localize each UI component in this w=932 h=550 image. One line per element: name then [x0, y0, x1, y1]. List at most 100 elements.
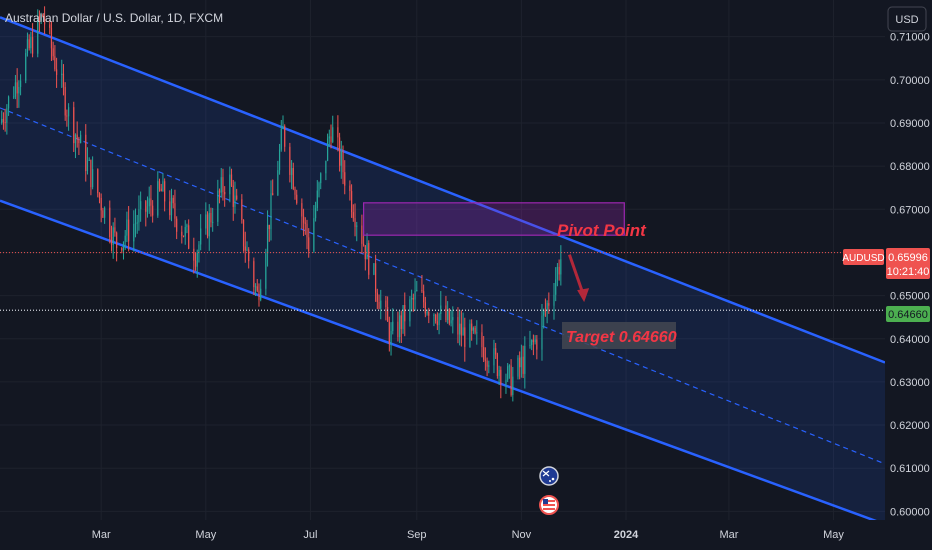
- candle-body: [313, 218, 315, 252]
- candlestick-series[interactable]: [1, 6, 562, 402]
- candle-body: [133, 223, 135, 242]
- price-tick-label: 0.61000: [890, 463, 930, 475]
- candle-body: [560, 259, 562, 275]
- candle-body: [212, 221, 214, 223]
- candle-body: [68, 107, 70, 117]
- candle-body: [495, 348, 497, 355]
- time-axis-ticks: Mar May Jul Sep Nov 2024 Mar May: [92, 529, 845, 541]
- candle-body: [184, 227, 186, 237]
- candle-body: [344, 172, 346, 186]
- candle-body: [174, 203, 176, 219]
- candle-body: [74, 134, 77, 144]
- candle-body: [352, 212, 354, 219]
- candle-body: [445, 305, 447, 321]
- candle-body: [280, 128, 282, 150]
- candle-body: [423, 291, 425, 303]
- candle-body: [218, 190, 221, 193]
- candle-body: [210, 212, 212, 223]
- candle-body: [196, 253, 198, 267]
- candle-body: [172, 197, 174, 204]
- candle-body: [414, 290, 416, 300]
- candle-body: [30, 37, 32, 49]
- candle-body: [244, 246, 246, 251]
- candle-body: [409, 299, 411, 322]
- candle-body: [272, 193, 274, 196]
- candle-body: [200, 228, 202, 245]
- candle-body: [248, 249, 250, 262]
- candle-body: [134, 223, 137, 225]
- candle-body: [124, 235, 126, 242]
- candle-body: [387, 307, 389, 322]
- candle-body: [402, 305, 404, 330]
- candle-body: [349, 185, 351, 192]
- candle-body: [375, 263, 377, 293]
- target-annotation[interactable]: Target 0.64660: [562, 322, 677, 349]
- candle-body: [486, 360, 488, 367]
- candle-body: [433, 314, 435, 316]
- australia-flag-icon[interactable]: [539, 466, 559, 486]
- candle-body: [1, 118, 3, 123]
- candle-body: [314, 208, 317, 219]
- candle-body: [440, 305, 442, 314]
- candle-body: [318, 183, 320, 191]
- candle-body: [7, 96, 10, 109]
- candle-body: [290, 168, 293, 175]
- candle-body: [126, 219, 128, 236]
- candle-body: [524, 345, 526, 374]
- target-label: Target 0.64660: [566, 329, 677, 346]
- candle-body: [484, 359, 486, 361]
- candle-body: [66, 115, 68, 117]
- candle-body: [198, 244, 200, 254]
- candle-body: [536, 339, 538, 350]
- candle-body: [378, 301, 380, 309]
- candle-body: [424, 302, 426, 314]
- candle-body: [160, 188, 162, 192]
- candle-body: [109, 207, 111, 238]
- price-channel[interactable]: [0, 16, 886, 526]
- pivot-zone[interactable]: [363, 202, 625, 236]
- pivot-point-label: Pivot Point: [557, 221, 647, 240]
- candle-body: [277, 170, 279, 196]
- candle-body: [316, 190, 318, 209]
- time-axis[interactable]: Mar May Jul Sep Nov 2024 Mar May: [0, 520, 885, 550]
- candle-body: [64, 87, 66, 116]
- candle-body: [517, 357, 519, 377]
- usa-flag-icon[interactable]: [539, 495, 559, 515]
- candle-body: [496, 354, 498, 377]
- candle-body: [260, 288, 262, 300]
- candle-body: [500, 369, 502, 384]
- candle-body: [220, 177, 222, 193]
- price-tick-label: 0.70000: [890, 75, 930, 87]
- candle-body: [100, 197, 102, 211]
- candle-body: [481, 332, 483, 348]
- candle-body: [208, 212, 210, 237]
- candle-body: [25, 53, 27, 81]
- candle-body: [340, 151, 342, 166]
- price-tick-label: 0.71000: [890, 32, 930, 44]
- target-price-value: 0.64660: [888, 309, 928, 321]
- down-arrow: [568, 254, 590, 303]
- candle-body: [541, 315, 543, 350]
- candle-body: [380, 300, 382, 309]
- candle-body: [426, 312, 428, 314]
- price-tick-label: 0.63000: [890, 377, 930, 389]
- candle-body: [332, 127, 334, 142]
- candle-body: [392, 321, 394, 331]
- candle-body: [265, 253, 267, 289]
- candle-body: [356, 225, 358, 227]
- currency-button[interactable]: USD: [887, 6, 927, 32]
- symbol-title[interactable]: Australian Dollar / U.S. Dollar, 1D, FXC…: [5, 11, 223, 25]
- channel-upper-line: [0, 16, 886, 364]
- candle-body: [471, 323, 473, 331]
- candle-body: [282, 126, 284, 129]
- price-tick-label: 0.64000: [890, 334, 930, 346]
- candle-body: [350, 191, 353, 213]
- candle-body: [31, 37, 34, 54]
- price-tick-label: 0.69000: [890, 118, 930, 130]
- price-tick-label: 0.68000: [890, 161, 930, 173]
- candle-body: [326, 138, 329, 161]
- candle-body: [193, 248, 195, 261]
- candle-body: [270, 193, 272, 230]
- candle-body: [508, 365, 510, 367]
